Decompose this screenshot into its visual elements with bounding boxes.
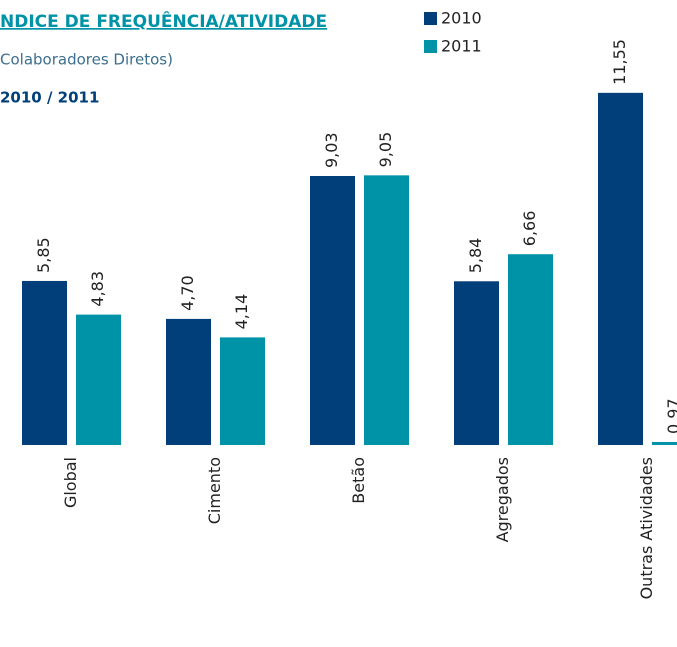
legend-label: 2011 — [441, 37, 482, 56]
value-label: 0,97 — [664, 398, 677, 434]
legend-swatch — [424, 12, 437, 25]
bar — [310, 176, 355, 445]
bar — [22, 280, 67, 445]
value-label: 4,70 — [178, 275, 197, 311]
x-tick-label: Agregados — [493, 457, 512, 542]
value-label: 5,85 — [34, 237, 53, 273]
x-tick-label: Global — [61, 457, 80, 508]
x-tick-label: Cimento — [205, 457, 224, 524]
bar — [166, 318, 211, 445]
x-tick-label: Outras Atividades — [637, 457, 656, 599]
value-label: 4,14 — [232, 294, 251, 330]
bar — [454, 281, 499, 445]
value-label: 4,83 — [88, 271, 107, 307]
legend-label: 2010 — [441, 9, 482, 28]
value-label: 9,05 — [376, 132, 395, 168]
x-tick-label: Betão — [349, 457, 368, 504]
bar — [652, 441, 677, 445]
chart-title: NDICE DE FREQUÊNCIA/ATIVIDADE — [0, 10, 327, 32]
bar — [598, 92, 643, 445]
bar — [220, 337, 265, 445]
value-label: 11,55 — [610, 39, 629, 85]
chart-subtitle: Colaboradores Diretos) — [0, 51, 173, 69]
period-label: 2010 / 2011 — [0, 89, 99, 107]
value-label: 5,84 — [466, 238, 485, 274]
bar — [364, 175, 409, 445]
legend-swatch — [424, 40, 437, 53]
value-label: 6,66 — [520, 211, 539, 247]
bar — [76, 314, 121, 445]
bar — [508, 254, 553, 445]
value-label: 9,03 — [322, 132, 341, 168]
